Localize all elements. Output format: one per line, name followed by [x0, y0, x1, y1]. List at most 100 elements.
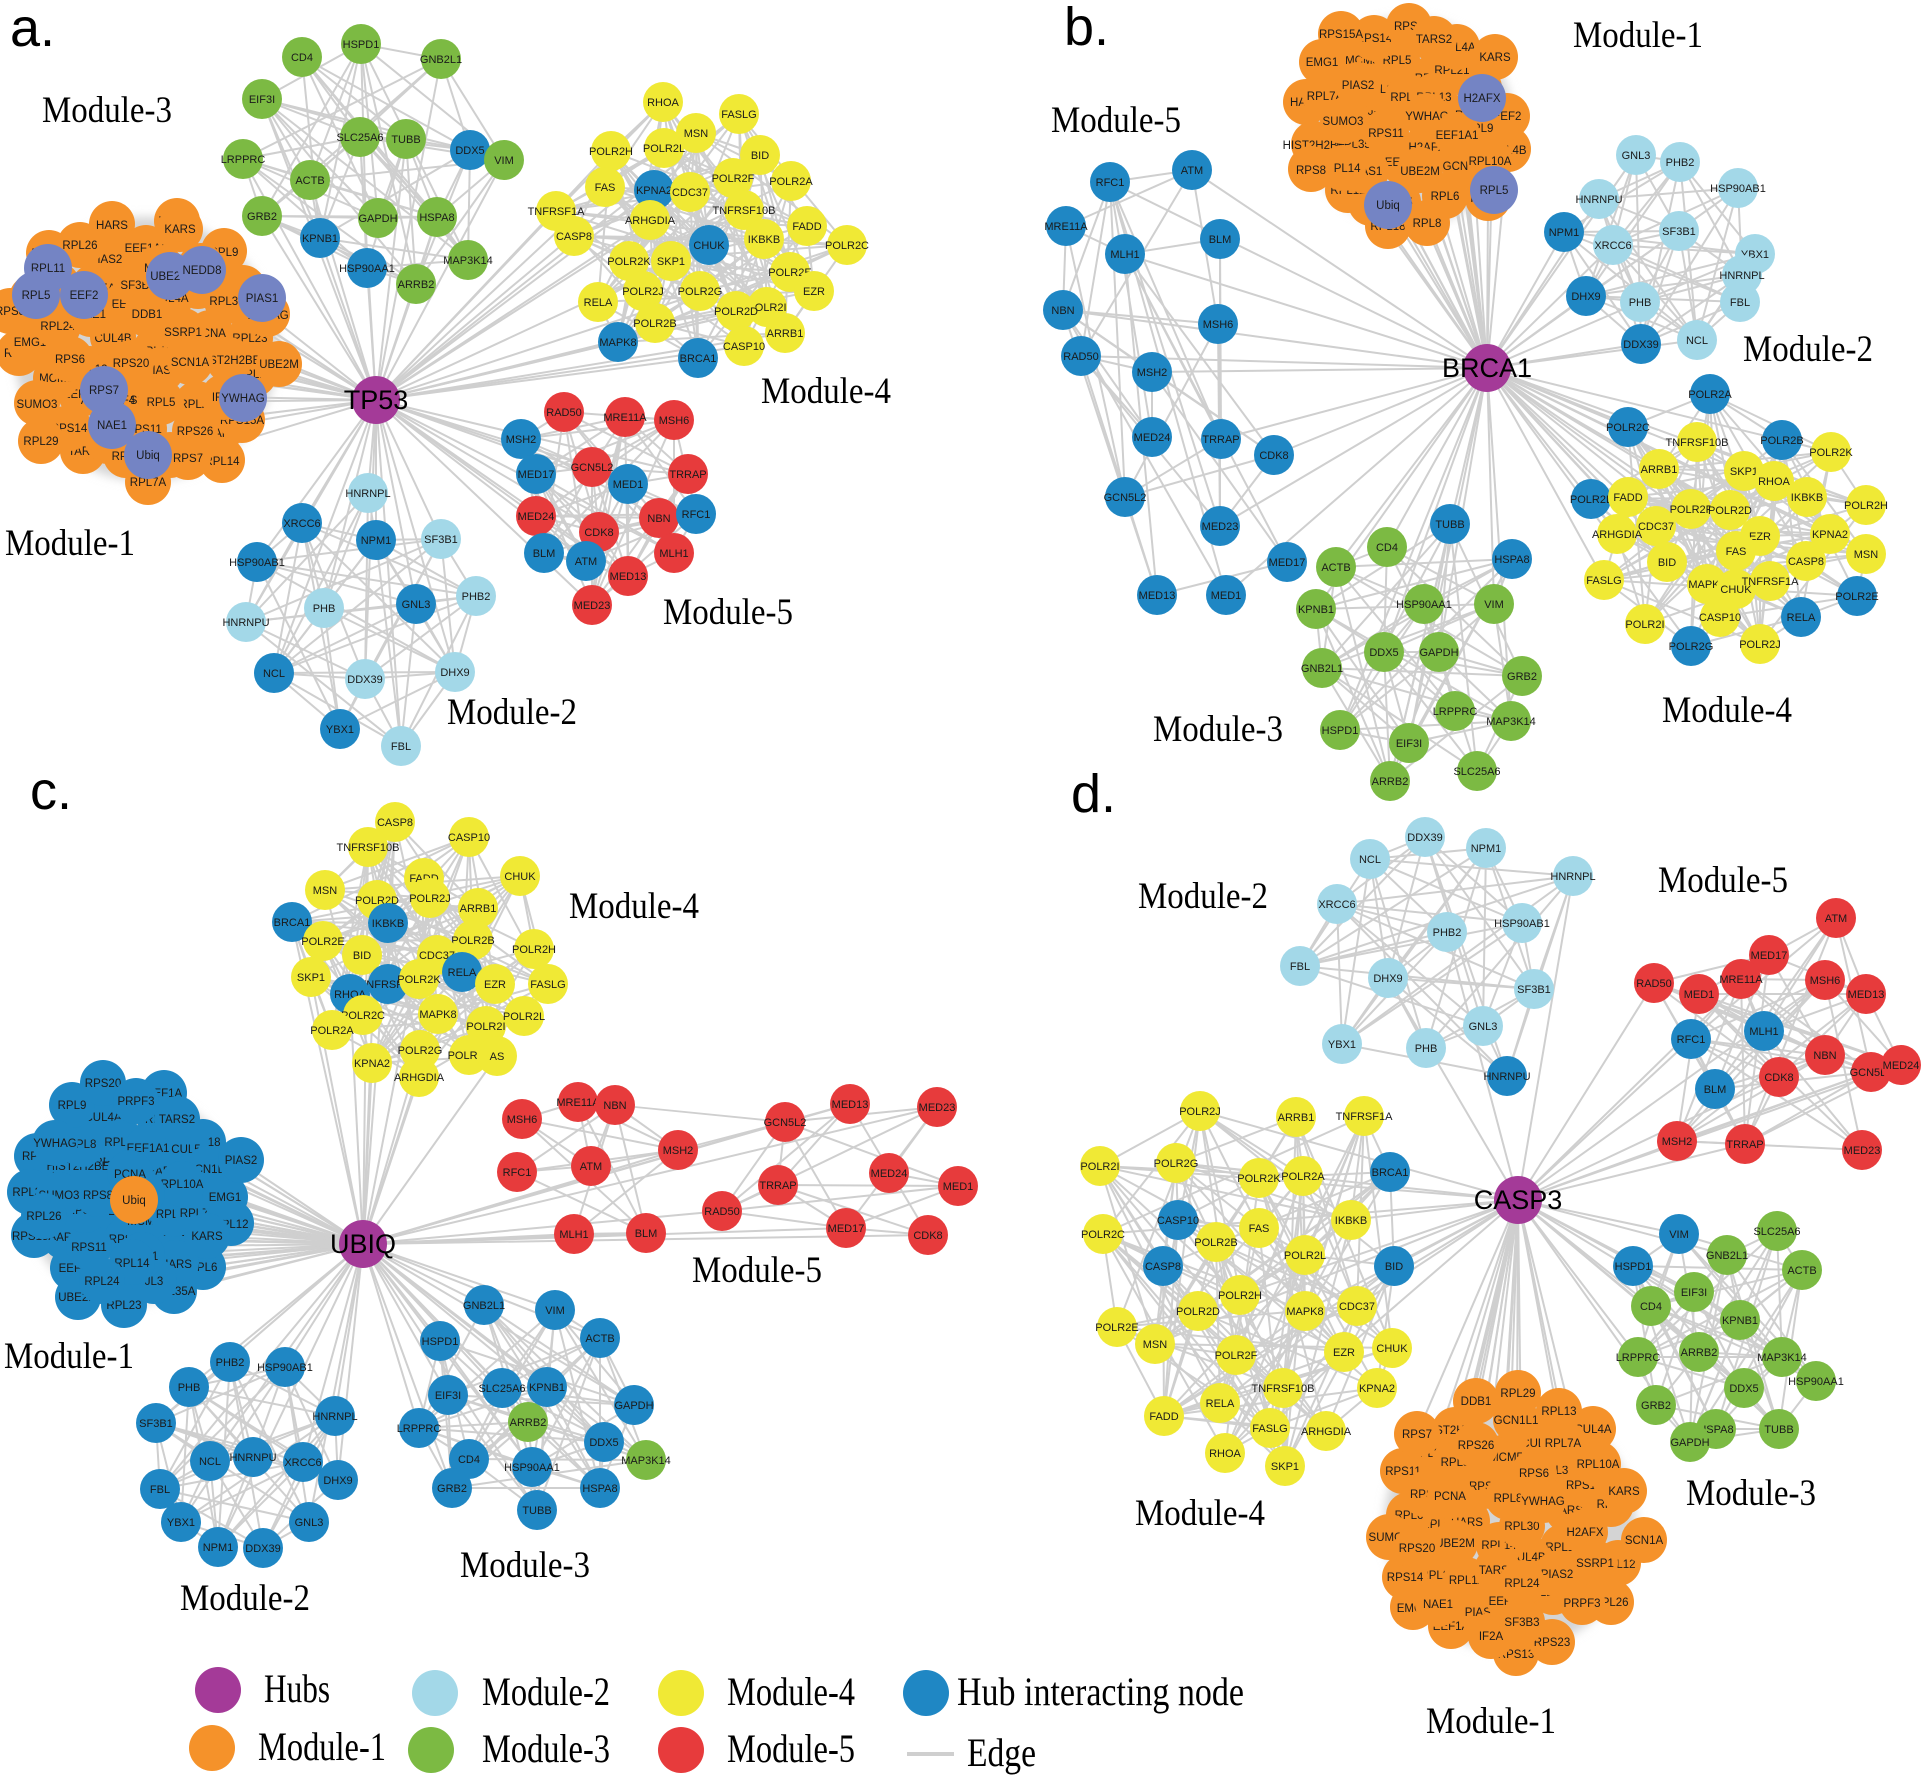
svg-text:TNFRSF1A: TNFRSF1A: [1336, 1111, 1394, 1123]
svg-text:MSH2: MSH2: [506, 434, 537, 446]
svg-text:ARRB1: ARRB1: [1641, 464, 1678, 476]
svg-text:SF3B1: SF3B1: [1662, 226, 1696, 238]
svg-text:MED17: MED17: [1269, 557, 1306, 569]
svg-text:b.: b.: [1064, 0, 1109, 57]
svg-text:POLR2K: POLR2K: [1809, 447, 1853, 459]
svg-text:CDK8: CDK8: [584, 527, 613, 539]
svg-text:UBE2M: UBE2M: [259, 359, 299, 371]
svg-text:GCN5L2: GCN5L2: [764, 1117, 807, 1129]
svg-text:MED13: MED13: [1848, 989, 1885, 1001]
svg-text:BLM: BLM: [533, 548, 556, 560]
svg-text:HSP90AB1: HSP90AB1: [257, 1362, 313, 1374]
svg-text:TRRAP: TRRAP: [669, 469, 706, 481]
svg-text:GNL3: GNL3: [402, 599, 431, 611]
svg-text:POLR2F: POLR2F: [1215, 1350, 1258, 1362]
svg-text:HNRNPU: HNRNPU: [1483, 1071, 1530, 1083]
svg-text:SF3B3: SF3B3: [1504, 1617, 1539, 1629]
svg-text:GRB2: GRB2: [1641, 1400, 1671, 1412]
svg-text:POLR2L: POLR2L: [643, 143, 685, 155]
svg-text:XRCC6: XRCC6: [284, 1457, 321, 1469]
svg-text:MAP3K14: MAP3K14: [443, 255, 493, 267]
svg-text:HSP90AB1: HSP90AB1: [1710, 183, 1766, 195]
svg-text:EZR: EZR: [1333, 1347, 1355, 1359]
svg-text:NBN: NBN: [647, 513, 670, 525]
svg-text:GAPDH: GAPDH: [1419, 647, 1458, 659]
svg-text:HNRNPL: HNRNPL: [312, 1411, 357, 1423]
svg-text:POLR2B: POLR2B: [1194, 1237, 1237, 1249]
svg-text:POLR2D: POLR2D: [1176, 1306, 1220, 1318]
svg-text:RPS20: RPS20: [1399, 1543, 1435, 1555]
svg-text:TNFRSF10B: TNFRSF10B: [713, 205, 776, 217]
svg-text:RPS7: RPS7: [173, 453, 203, 465]
svg-text:d.: d.: [1071, 764, 1116, 824]
svg-text:RPS11: RPS11: [1368, 128, 1404, 140]
svg-text:RPL30: RPL30: [209, 296, 244, 308]
svg-text:RPS11: RPS11: [71, 1242, 107, 1254]
svg-text:GNL3: GNL3: [295, 1517, 324, 1529]
svg-text:NCL: NCL: [1686, 335, 1708, 347]
svg-text:Module-2: Module-2: [180, 1578, 310, 1619]
svg-text:MLH1: MLH1: [659, 548, 688, 560]
svg-text:BID: BID: [1385, 1261, 1403, 1273]
svg-text:Hub interacting node: Hub interacting node: [957, 1669, 1244, 1714]
svg-text:SF3B1: SF3B1: [1517, 984, 1551, 996]
svg-text:CD4: CD4: [458, 1454, 480, 1466]
svg-text:HSPA8: HSPA8: [419, 212, 454, 224]
svg-text:RPL24: RPL24: [84, 1276, 120, 1288]
svg-text:EIF3I: EIF3I: [1681, 1287, 1707, 1299]
svg-text:MED13: MED13: [610, 571, 647, 583]
svg-text:POLR2C: POLR2C: [1606, 422, 1650, 434]
svg-text:HNRNPU: HNRNPU: [222, 617, 269, 629]
svg-text:DHX9: DHX9: [440, 667, 469, 679]
svg-text:XRCC6: XRCC6: [283, 518, 320, 530]
svg-text:MSN: MSN: [313, 885, 338, 897]
svg-text:FASLG: FASLG: [530, 979, 565, 991]
svg-text:SUMO3: SUMO3: [1323, 116, 1364, 128]
svg-text:DDX39: DDX39: [245, 1543, 280, 1555]
svg-text:RPL14: RPL14: [1325, 163, 1361, 175]
svg-text:HSPD1: HSPD1: [1615, 1261, 1652, 1273]
svg-text:HSPD1: HSPD1: [1322, 725, 1359, 737]
svg-text:ACTB: ACTB: [585, 1333, 614, 1345]
svg-text:MED23: MED23: [919, 1102, 956, 1114]
svg-text:Ubiq: Ubiq: [1376, 200, 1400, 212]
svg-text:FAS: FAS: [595, 182, 616, 194]
svg-text:EEF2: EEF2: [70, 290, 99, 302]
svg-text:RPL26: RPL26: [62, 240, 97, 252]
svg-text:DHX9: DHX9: [1571, 291, 1600, 303]
svg-text:MED13: MED13: [832, 1099, 869, 1111]
svg-text:MSH6: MSH6: [507, 1114, 538, 1126]
svg-text:HNRNPL: HNRNPL: [345, 488, 390, 500]
svg-text:NCL: NCL: [199, 1456, 221, 1468]
svg-text:RPL10A: RPL10A: [1469, 156, 1512, 168]
svg-text:KPNA2: KPNA2: [1812, 529, 1848, 541]
svg-text:CUL4A: CUL4A: [1574, 1424, 1611, 1436]
svg-text:HNRNPL: HNRNPL: [1550, 871, 1595, 883]
svg-text:POLR2J: POLR2J: [622, 286, 664, 298]
svg-text:POLR2G: POLR2G: [1669, 641, 1714, 653]
svg-text:YBX1: YBX1: [167, 1517, 195, 1529]
svg-text:POLR2E: POLR2E: [301, 936, 344, 948]
svg-text:Module-5: Module-5: [1658, 860, 1788, 901]
svg-text:MED24: MED24: [1883, 1060, 1920, 1072]
svg-text:NEDD8: NEDD8: [183, 265, 222, 277]
svg-text:ACTB: ACTB: [295, 175, 324, 187]
svg-text:POLR2I: POLR2I: [1625, 619, 1664, 631]
svg-text:RPL14: RPL14: [114, 1258, 150, 1270]
svg-text:ARHGDIA: ARHGDIA: [1301, 1426, 1352, 1438]
svg-text:IKBKB: IKBKB: [1791, 492, 1823, 504]
svg-text:PHB2: PHB2: [1666, 157, 1695, 169]
svg-text:POLR2B: POLR2B: [451, 935, 494, 947]
svg-text:POLR2A: POLR2A: [1281, 1171, 1325, 1183]
svg-text:POLR2C: POLR2C: [1081, 1229, 1125, 1241]
svg-text:MAP3K14: MAP3K14: [1757, 1352, 1807, 1364]
svg-text:Module-3: Module-3: [460, 1545, 590, 1586]
svg-text:Module-4: Module-4: [1135, 1493, 1265, 1534]
svg-text:POLR2A: POLR2A: [769, 176, 813, 188]
svg-text:Module-1: Module-1: [258, 1724, 386, 1769]
svg-text:DHX9: DHX9: [323, 1475, 352, 1487]
svg-text:CASP10: CASP10: [1699, 612, 1741, 624]
svg-text:MED1: MED1: [1684, 989, 1715, 1001]
svg-text:POLR2E: POLR2E: [1095, 1322, 1138, 1334]
svg-text:Module-4: Module-4: [1662, 690, 1792, 731]
